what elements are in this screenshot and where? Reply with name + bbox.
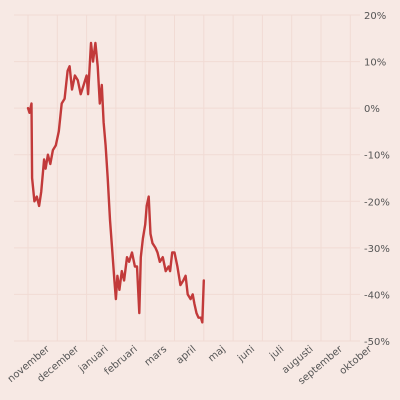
y-tick-label: -20% [364, 197, 390, 208]
x-tick-label: juni [235, 344, 257, 365]
y-tick-label: -30% [364, 244, 390, 255]
x-tick-label: april [174, 344, 198, 367]
y-tick-label: 0% [364, 104, 380, 115]
series-layer [26, 41, 206, 324]
x-tick-label: februari [102, 344, 139, 378]
y-tick-label: 10% [364, 58, 386, 69]
y-tick-label: 20% [364, 11, 386, 22]
series-line [26, 41, 206, 324]
y-tick-label: -40% [364, 290, 390, 301]
x-tick-label: mars [143, 344, 169, 369]
x-tick-label: juli [267, 344, 286, 363]
gridlines [14, 14, 360, 342]
x-tick-label: oktober [338, 343, 375, 377]
y-tick-label: -50% [364, 337, 390, 348]
x-tick-label: maj [206, 344, 227, 364]
y-axis-tick-labels: 20% 10% 0% -10% -20% -30% -40% -50% [364, 11, 390, 348]
y-tick-label: -10% [364, 151, 390, 162]
